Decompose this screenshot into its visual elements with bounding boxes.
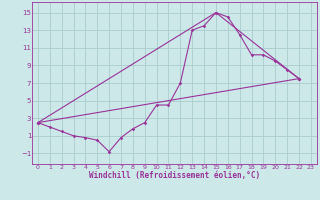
X-axis label: Windchill (Refroidissement éolien,°C): Windchill (Refroidissement éolien,°C): [89, 171, 260, 180]
